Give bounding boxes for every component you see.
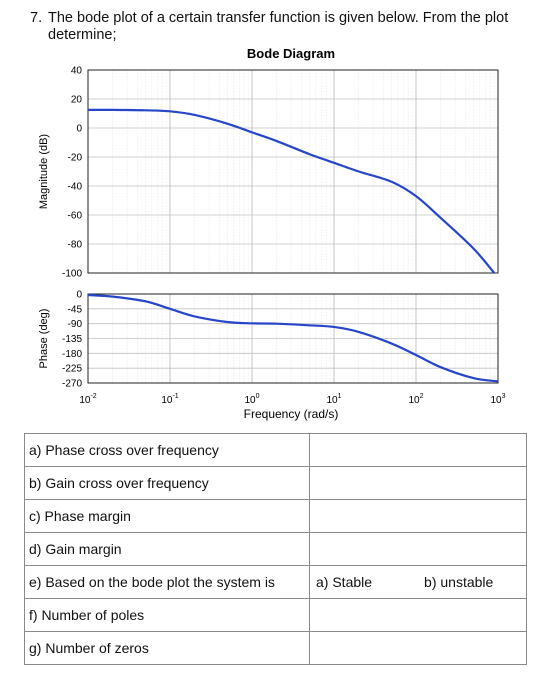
answer-row: d) Gain margin — [24, 532, 527, 566]
plot-frame — [87, 293, 499, 384]
x-tick-base: 10 — [244, 395, 256, 406]
magnitude-panel: 40 20 0 -20 -40 -60 -80 -100 Magnitude (dB) — [38, 66, 499, 280]
series-line — [87, 293, 499, 383]
y-axis-label: Phase (deg) — [38, 309, 50, 369]
chart-title: Bode Diagram — [247, 46, 335, 61]
y-axis-label: Magnitude (dB) — [38, 134, 50, 209]
x-tick-exponent: 2 — [420, 393, 424, 400]
answer-cell[interactable] — [309, 466, 527, 500]
y-tick-label: -135 — [62, 334, 82, 345]
bode-diagram: Bode Diagram 40200-20-40-60-80-100Magnit… — [38, 46, 506, 421]
question-cell: e) Based on the bode plot the system is — [24, 565, 310, 599]
x-tick-labels: 10-2 10-1 100 101 102 103 — [79, 393, 505, 406]
question-cell: f) Number of poles — [24, 598, 310, 632]
question-text: The bode plot of a certain transfer func… — [48, 10, 509, 43]
answer-row: a) Phase cross over frequency — [24, 433, 527, 467]
question-cell: g) Number of zeros — [24, 631, 310, 665]
x-tick-base: 10 — [161, 395, 173, 406]
y-tick-label: -100 — [62, 269, 82, 280]
option-stable[interactable]: a) Stable — [316, 574, 373, 590]
question-number: 7. — [30, 10, 43, 26]
question-cell: d) Gain margin — [24, 532, 310, 566]
y-tick-label: -80 — [68, 240, 83, 251]
x-tick-label: 10-2 — [79, 393, 96, 406]
y-tick-label: 0 — [76, 290, 82, 301]
x-tick-label: 103 — [490, 393, 505, 406]
y-tick-label: -225 — [62, 364, 82, 375]
answer-row: b) Gain cross over frequency — [24, 466, 527, 500]
y-tick-label: -40 — [68, 182, 83, 193]
y-tick-label: -90 — [68, 319, 83, 330]
option-unstable[interactable]: b) unstable — [424, 574, 494, 590]
plot-frame — [87, 69, 499, 274]
y-tick-label: 0 — [76, 124, 82, 135]
answer-row: c) Phase margin — [24, 499, 527, 533]
question-cell: a) Phase cross over frequency — [24, 433, 310, 467]
x-axis-label: Frequency (rad/s) — [244, 407, 339, 421]
x-tick-exponent: -2 — [90, 393, 96, 400]
y-tick-label: -270 — [62, 379, 82, 390]
y-tick-label: -45 — [68, 304, 83, 315]
y-tick-label: -20 — [68, 153, 83, 164]
answer-cell[interactable] — [309, 499, 527, 533]
answer-cell[interactable] — [309, 532, 527, 566]
y-tick-label: 20 — [71, 95, 83, 106]
x-tick-exponent: -1 — [172, 393, 178, 400]
answer-cell[interactable] — [309, 433, 527, 467]
answer-cell[interactable] — [309, 631, 527, 665]
y-tick-label: -60 — [68, 211, 83, 222]
series-line — [87, 108, 496, 274]
x-tick-base: 10 — [408, 395, 420, 406]
answer-row: f) Number of poles — [24, 598, 527, 632]
answer-cell[interactable] — [309, 598, 527, 632]
answer-cell[interactable]: a) Stable b) unstable — [309, 565, 527, 599]
x-tick-base: 10 — [79, 395, 91, 406]
question-cell: c) Phase margin — [24, 499, 310, 533]
x-tick-label: 100 — [244, 393, 259, 406]
x-tick-label: 102 — [408, 393, 423, 406]
answer-table: a) Phase cross over frequency b) Gain cro… — [24, 433, 527, 665]
question-cell: b) Gain cross over frequency — [24, 466, 310, 500]
x-tick-label: 101 — [326, 393, 341, 406]
answer-row: e) Based on the bode plot the system is a… — [24, 565, 527, 599]
answer-row: g) Number of zeros — [24, 631, 527, 665]
x-tick-base: 10 — [326, 395, 338, 406]
x-tick-exponent: 3 — [502, 393, 506, 400]
x-tick-base: 10 — [490, 395, 502, 406]
x-tick-label: 10-1 — [161, 393, 178, 406]
x-tick-exponent: 1 — [338, 393, 342, 400]
y-tick-label: -180 — [62, 349, 82, 360]
phase-panel: 0 -45 -90 -135 -180 -225 -270 Phase (deg) — [38, 290, 499, 390]
x-tick-exponent: 0 — [256, 393, 260, 400]
y-tick-label: 40 — [71, 66, 83, 77]
